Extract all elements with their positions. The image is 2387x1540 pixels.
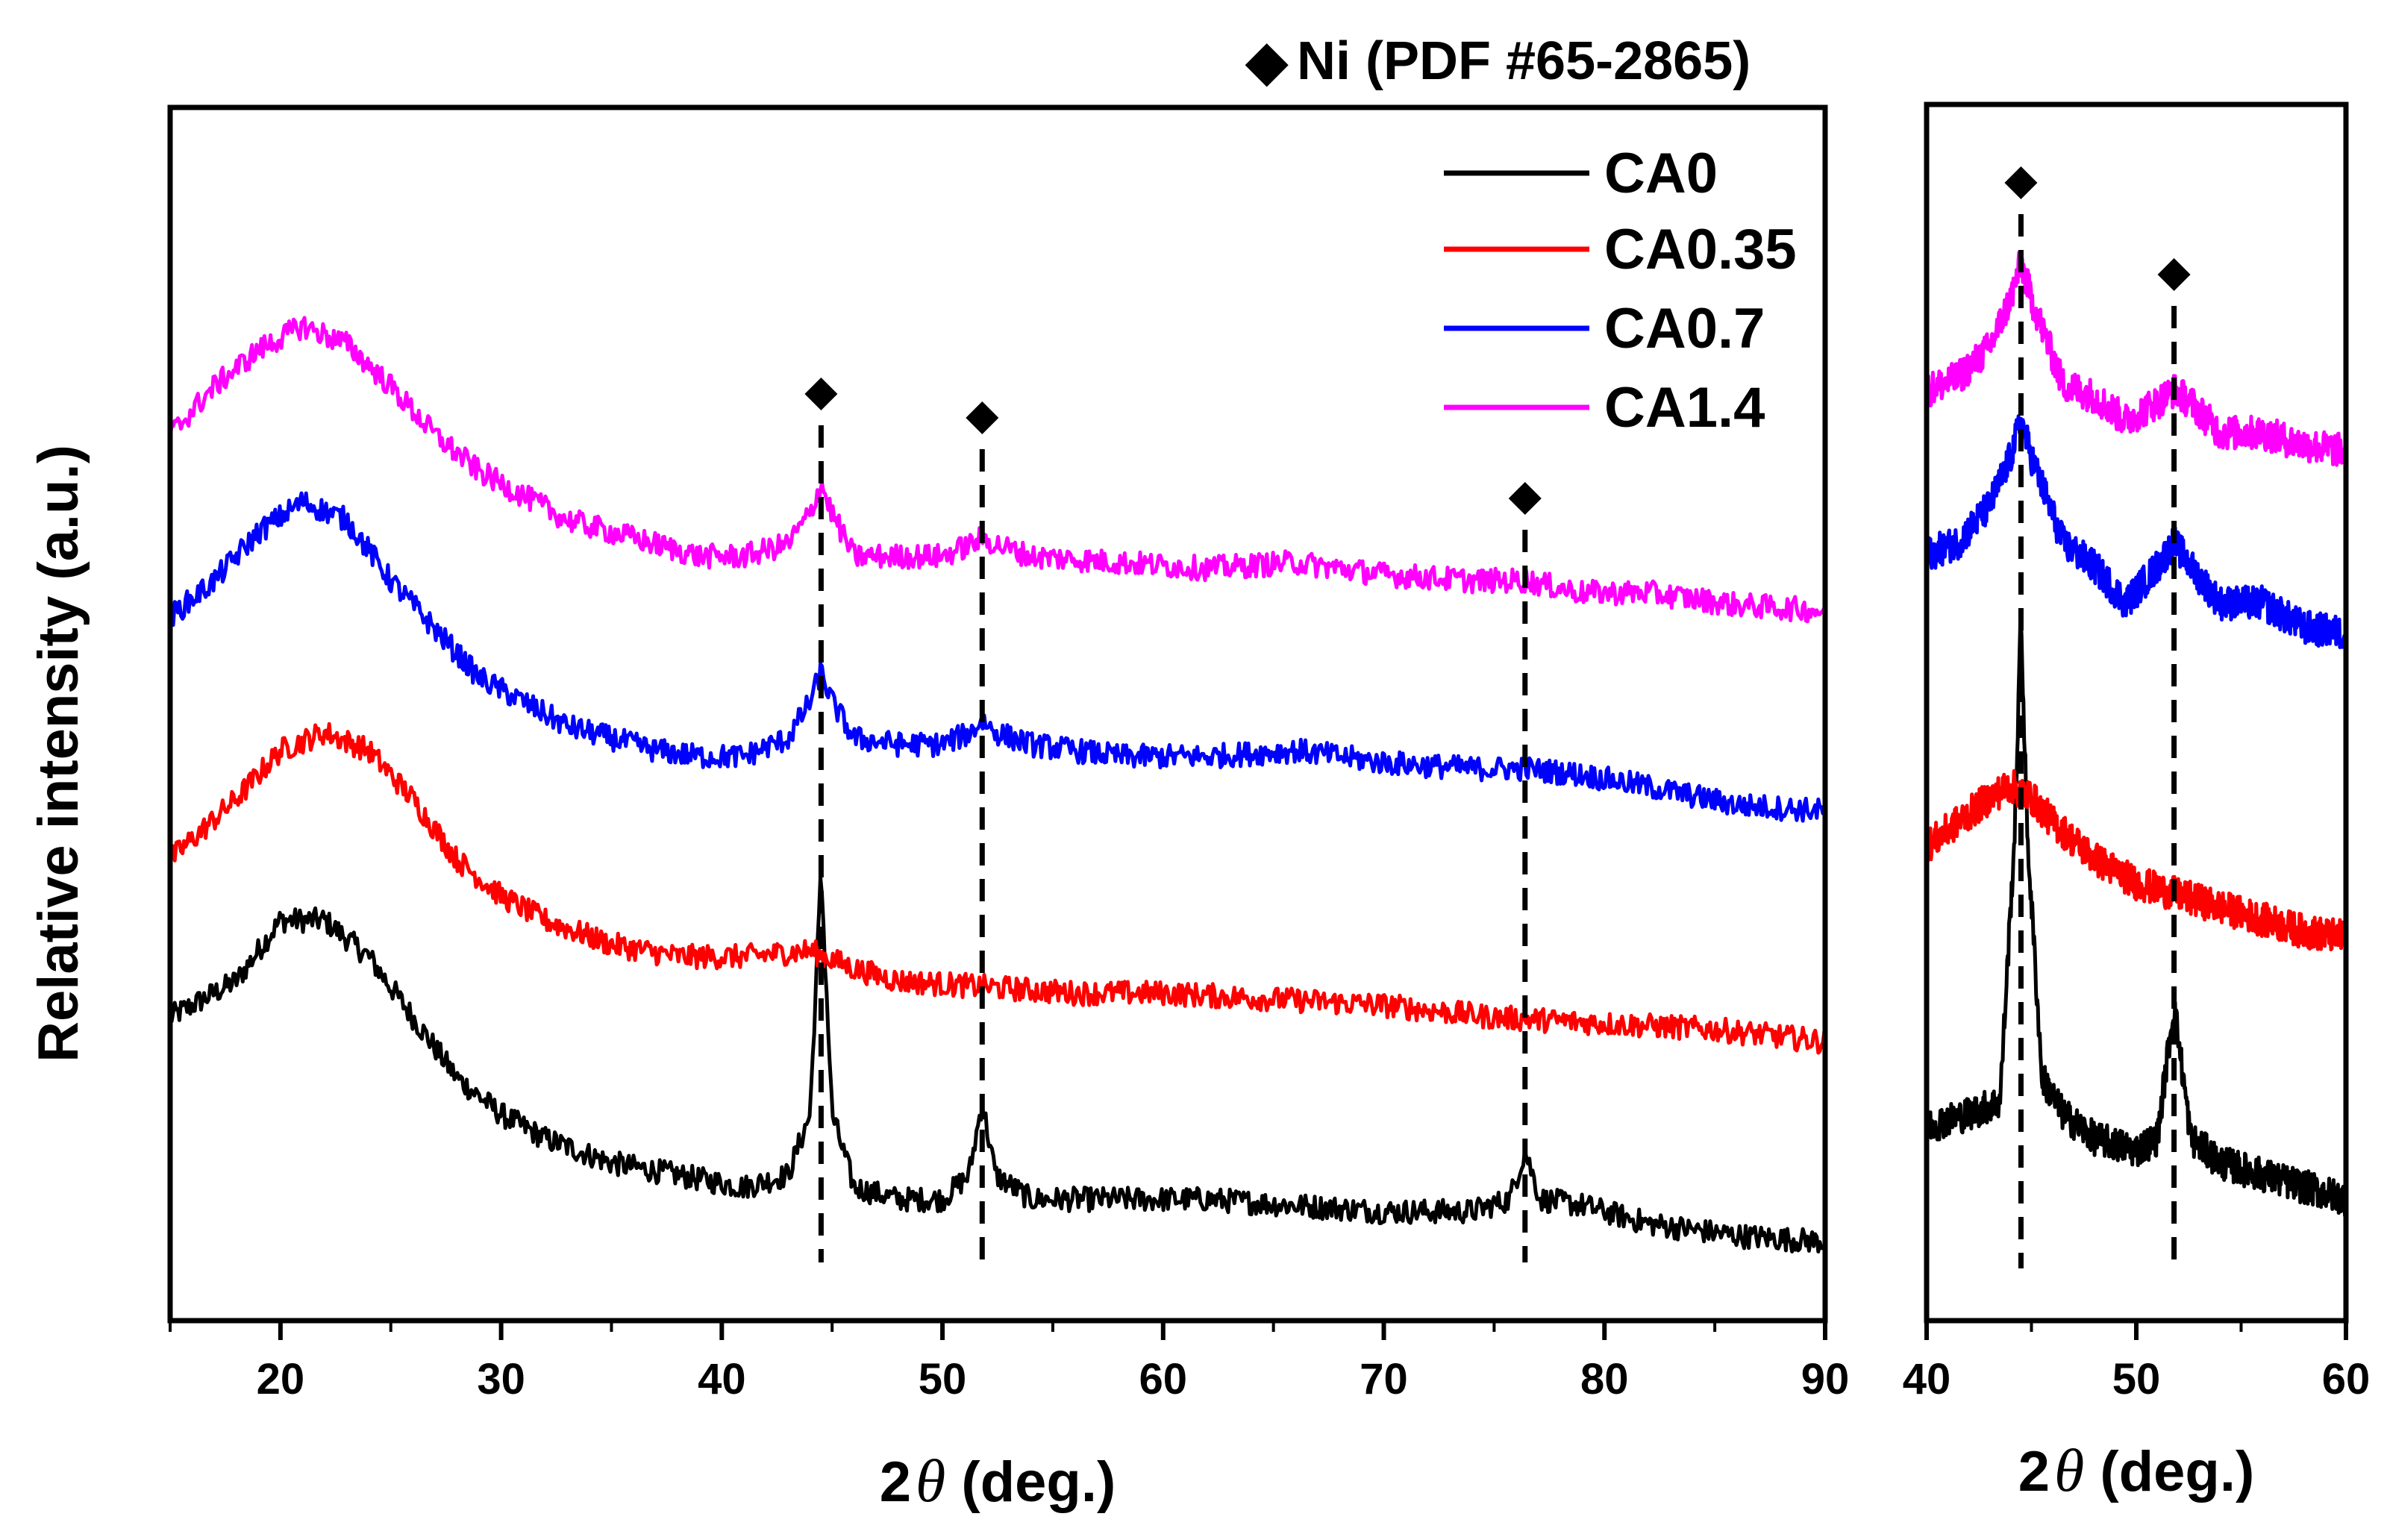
legend-label-ca035: CA0.35 [1604, 218, 1797, 281]
x-tick-label: 90 [1801, 1355, 1850, 1403]
reference-label: ◆ Ni (PDF #65-2865) [1245, 31, 1751, 91]
main-series-group [168, 316, 1827, 1253]
main-x-axis-title: 2θ (deg.) [880, 1447, 1116, 1515]
series-line-ca035 [168, 722, 1827, 1055]
x-tick-label: 30 [477, 1355, 525, 1403]
inset-x-ticks [1924, 1321, 2348, 1340]
series-line-ca035 [1924, 769, 2347, 951]
x-tick-label: 50 [919, 1355, 967, 1403]
legend-label-ca07: CA0.7 [1604, 297, 1765, 360]
x-tick-label: 60 [1139, 1355, 1188, 1403]
series-line-ca14 [1924, 250, 2347, 467]
main-peak-markers [804, 378, 1542, 515]
main-plot-frame [167, 104, 1828, 1324]
x-tick-label: 80 [1580, 1355, 1629, 1403]
series-line-ca07 [1924, 414, 2347, 649]
x-tick-label: 50 [2112, 1355, 2161, 1403]
peak-diamond-icon [804, 378, 838, 410]
main-y-axis-title: Relative intensity (a.u.) [27, 445, 90, 1062]
series-line-ca14 [168, 316, 1827, 624]
peak-diamond-icon [1508, 482, 1542, 515]
peak-diamond-icon [2157, 258, 2191, 291]
main-x-tick-labels: 20 30 40 50 60 70 80 90 [257, 1355, 1850, 1403]
inset-peak-lines [2018, 214, 2177, 1268]
peak-diamond-icon [2004, 166, 2038, 199]
peak-diamond-icon [966, 401, 999, 434]
legend: CA0 CA0.35 CA0.7 CA1.4 [1444, 142, 1797, 439]
x-tick-label: 60 [2322, 1355, 2371, 1403]
x-tick-label: 20 [257, 1355, 305, 1403]
main-x-ticks [169, 1321, 1827, 1340]
series-line-ca0 [1924, 620, 2347, 1218]
inset-series-group [1924, 250, 2347, 1218]
x-tick-label: 70 [1360, 1355, 1408, 1403]
reference-marker-icon: ◆ [1245, 31, 1289, 91]
inset-x-tick-labels: 40 50 60 [1903, 1355, 2371, 1403]
reference-text: Ni (PDF #65-2865) [1297, 31, 1751, 91]
legend-label-ca0: CA0 [1604, 142, 1718, 205]
main-panel: 20 30 40 50 60 70 80 90 CA0 CA0.35 CA0.7 CA1.4 … [27, 104, 1850, 1515]
inset-x-axis-title: 2θ (deg.) [2018, 1436, 2255, 1504]
x-tick-label: 40 [1903, 1355, 1951, 1403]
x-tick-label: 40 [698, 1355, 746, 1403]
series-line-ca0 [168, 875, 1827, 1253]
legend-label-ca14: CA1.4 [1604, 376, 1765, 439]
inset-peak-markers [2004, 166, 2191, 291]
series-line-ca07 [168, 491, 1827, 823]
inset-panel: 40 50 60 2θ (deg.) [1903, 101, 2371, 1504]
main-peak-lines [818, 425, 1528, 1262]
